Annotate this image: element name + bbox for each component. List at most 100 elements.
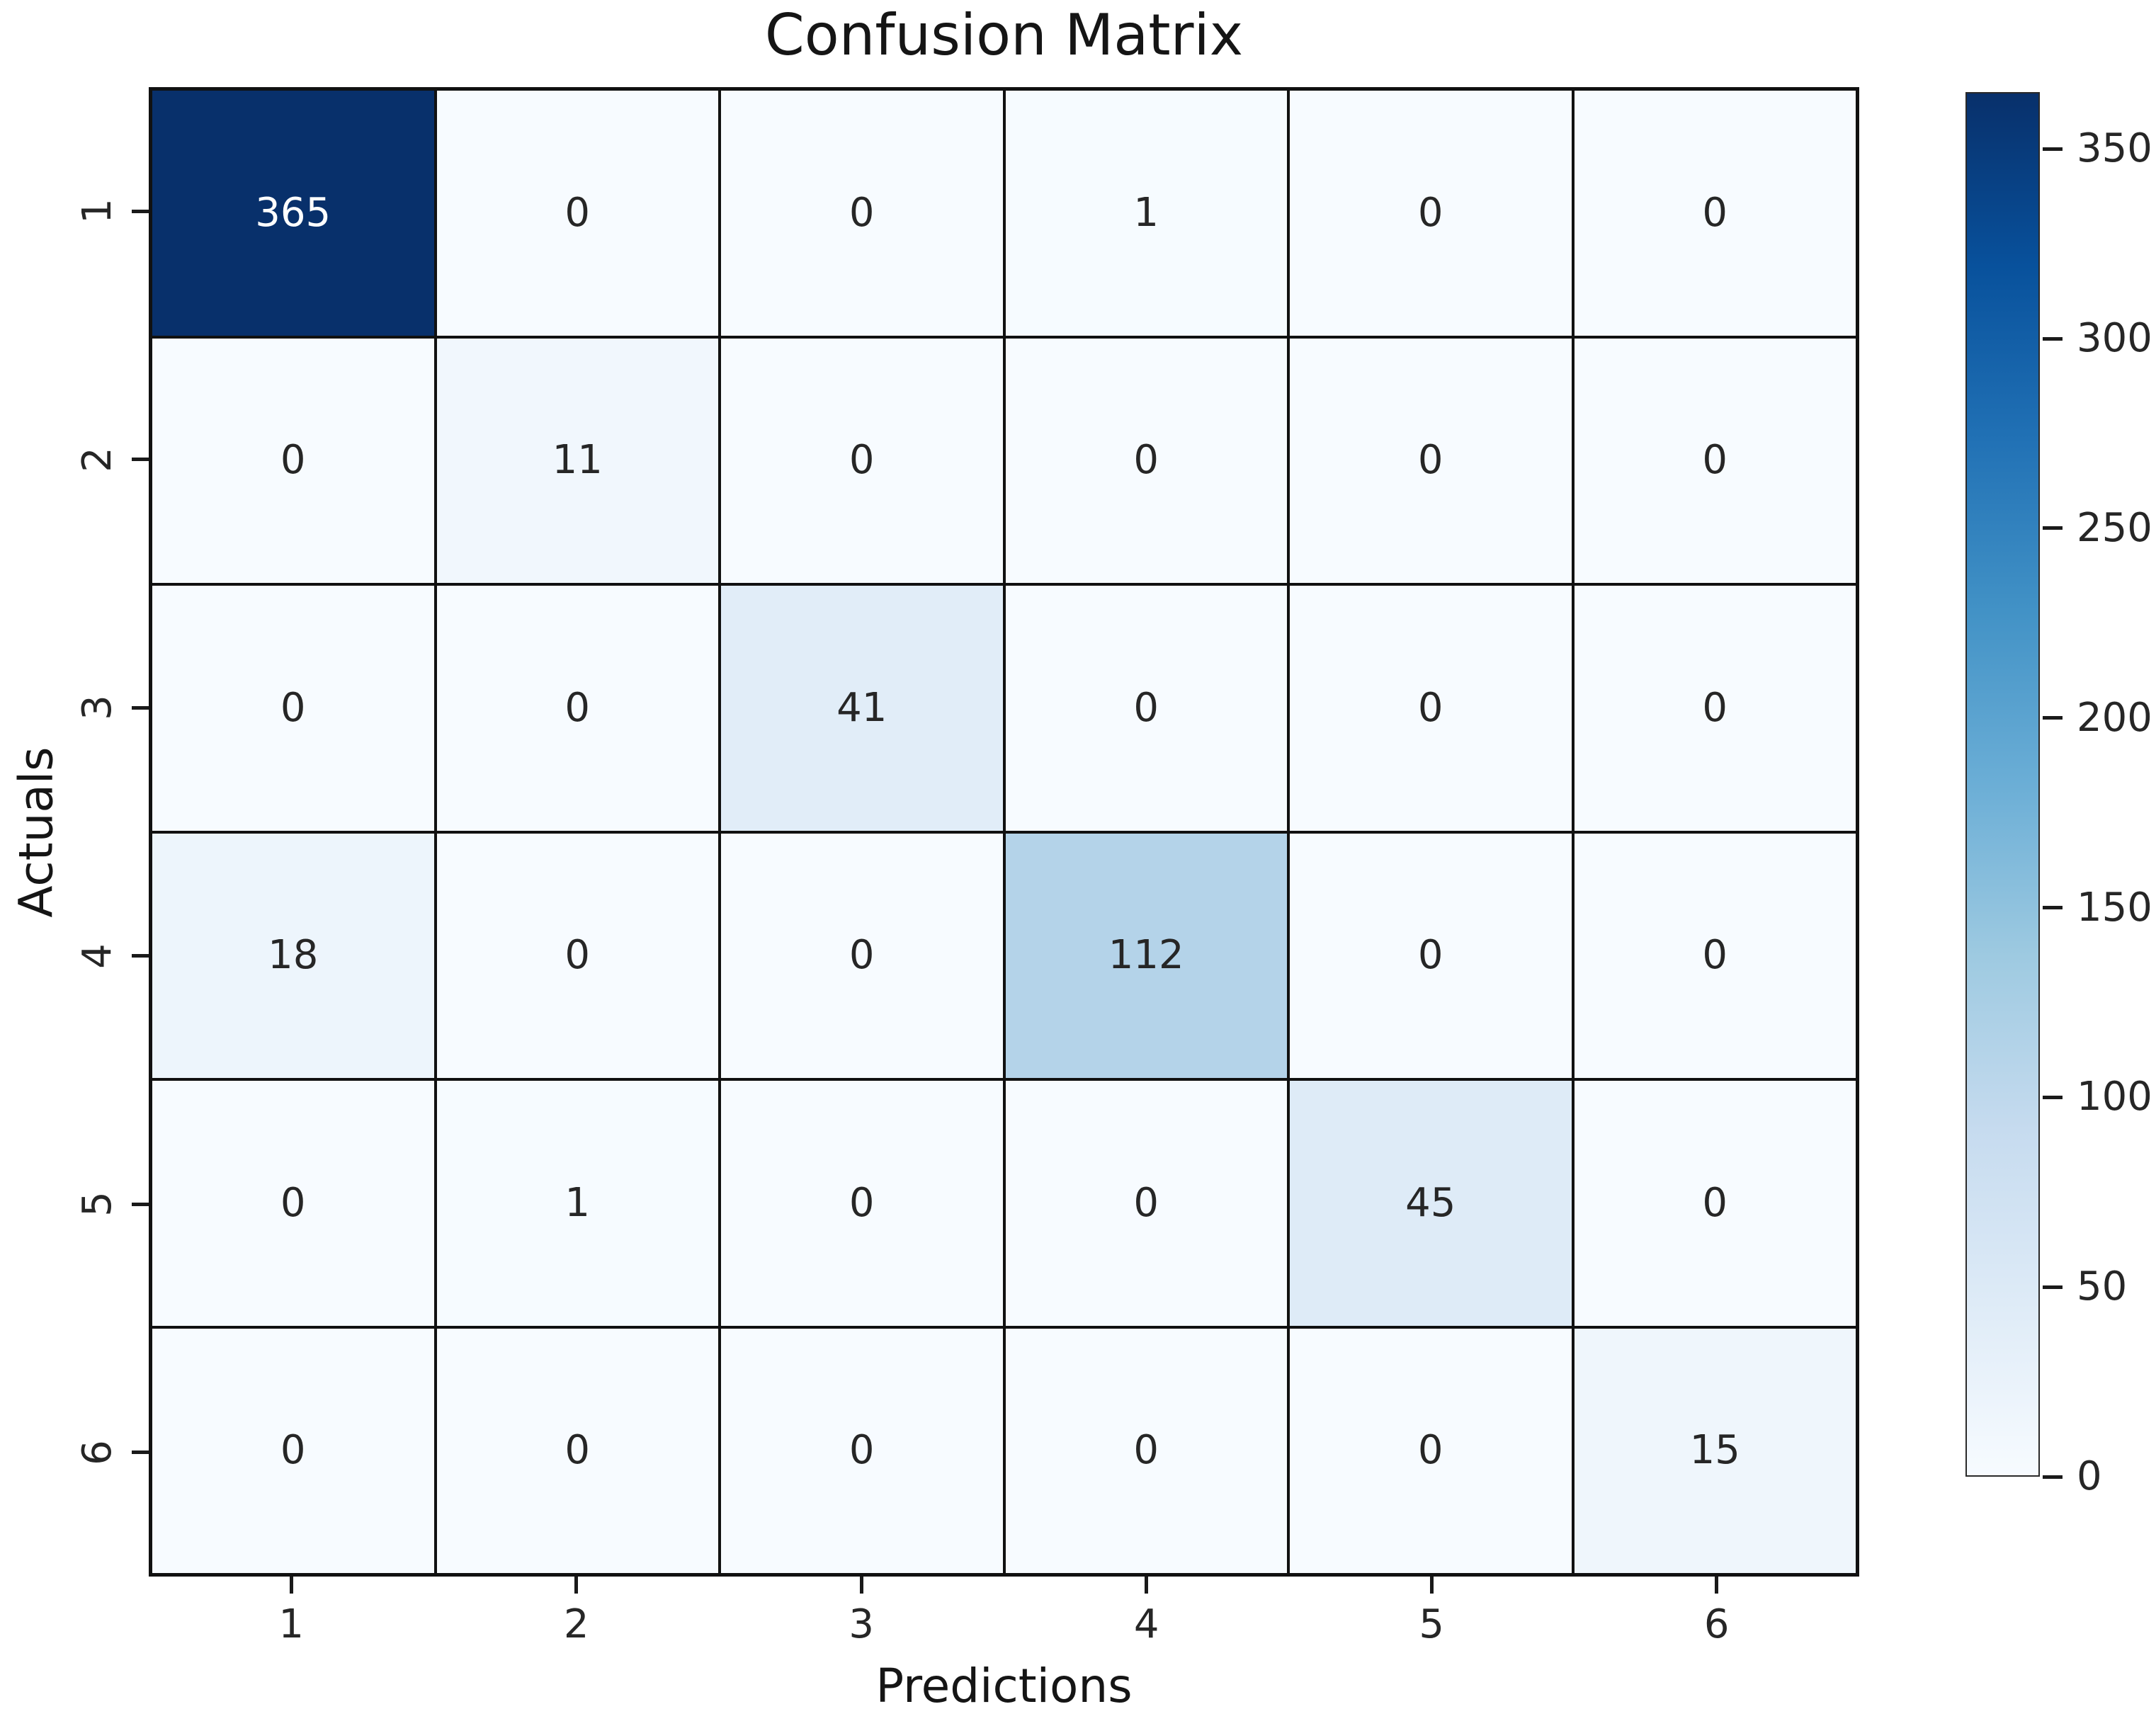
matrix-cell: 0 [1290,833,1572,1078]
axis-tick-slot [1575,1577,1860,1596]
matrix-cell: 0 [1574,338,1856,583]
y-axis-tick-mark [132,1202,149,1206]
matrix-cell: 0 [436,91,718,336]
matrix-cell: 0 [1290,1328,1572,1573]
axis-tick-slot: 3 [71,584,125,832]
cell-value: 0 [564,684,591,731]
colorbar-tick-marks [2043,92,2064,1479]
cell-value: 0 [564,932,591,979]
cell-value: 11 [552,437,603,484]
colorbar-tick-mark [2043,1285,2063,1289]
cell-value: 0 [1417,437,1443,484]
cell-value: 18 [268,932,319,979]
matrix-cell: 0 [721,833,1003,1078]
matrix-cell: 0 [1574,833,1856,1078]
matrix-cell: 0 [1005,338,1287,583]
matrix-cell: 11 [436,338,718,583]
colorbar-gradient [1965,92,2040,1477]
matrix-cell: 0 [721,338,1003,583]
matrix-cell: 0 [436,586,718,831]
matrix-cell: 0 [1290,586,1572,831]
axis-tick-slot: 5 [71,1080,125,1329]
x-axis-tick-mark [1429,1577,1434,1594]
cell-value: 0 [849,189,875,236]
axis-tick-slot [149,1577,434,1596]
y-axis-tick-mark [132,705,149,710]
cell-value: 0 [280,1427,306,1474]
y-axis-tick-mark [132,1450,149,1455]
matrix-cell: 0 [1574,1081,1856,1326]
cell-value: 0 [849,932,875,979]
matrix-cell: 0 [152,586,434,831]
axis-tick-slot [434,1577,720,1596]
y-axis-tick-labels: 1 2 3 4 5 6 [71,87,125,1577]
colorbar-tick-mark [2043,336,2063,341]
colorbar-tick-label: 0 [2077,1453,2102,1499]
cell-value: 0 [1417,1427,1443,1474]
axis-tick-slot [1004,1577,1290,1596]
axis-tick-slot: 6 [1575,1605,1860,1654]
x-axis-tick-label: 6 [1703,1601,1730,1647]
y-axis-tick-label: 3 [74,695,120,721]
cell-value: 0 [1702,437,1728,484]
matrix-cell: 0 [1290,338,1572,583]
cell-value: 15 [1689,1427,1740,1474]
axis-tick-slot: 6 [71,1329,125,1577]
matrix-cell: 112 [1005,833,1287,1078]
matrix-cell: 18 [152,833,434,1078]
axis-tick-slot [129,832,149,1081]
matrix-cell: 41 [721,586,1003,831]
colorbar-tick-label: 350 [2077,125,2152,172]
matrix-cell: 0 [721,1081,1003,1326]
matrix-cell: 1 [436,1081,718,1326]
cell-value: 0 [1417,189,1443,236]
axis-tick-slot: 1 [149,1605,434,1654]
matrix-cell: 0 [436,833,718,1078]
axis-tick-slot: 2 [434,1605,720,1654]
axis-tick-slot [129,87,149,336]
cell-value: 41 [836,684,887,731]
axis-tick-slot [129,336,149,584]
y-axis-label-container: Actuals [0,87,74,1577]
x-axis-tick-label: 3 [849,1601,875,1647]
cell-value: 0 [1133,1179,1159,1226]
x-axis-tick-label: 2 [563,1601,589,1647]
axis-tick-slot [129,1080,149,1329]
cell-value: 0 [1702,189,1728,236]
x-axis-tick-mark [1145,1577,1149,1594]
colorbar-tick-label: 250 [2077,504,2152,551]
y-axis-tick-mark [132,209,149,213]
matrix-cell: 0 [721,1328,1003,1573]
cell-value: 0 [1417,932,1443,979]
y-axis-tick-label: 2 [74,446,120,472]
colorbar-tick-label: 300 [2077,315,2152,362]
y-axis-tick-label: 6 [74,1439,120,1465]
axis-tick-slot: 2 [71,336,125,584]
y-axis-tick-label: 1 [74,198,120,225]
axis-tick-slot: 1 [71,87,125,336]
matrix-cell: 15 [1574,1328,1856,1573]
x-axis-tick-label: 5 [1419,1601,1445,1647]
cell-value: 0 [564,189,591,236]
y-axis-tick-mark [132,954,149,958]
colorbar-tick-mark [2043,906,2063,910]
y-axis-tick-label: 5 [74,1191,120,1217]
cell-value: 112 [1108,932,1184,979]
cell-value: 0 [849,437,875,484]
x-axis-tick-mark [574,1577,579,1594]
matrix-cell: 0 [152,1328,434,1573]
colorbar-tick-mark [2043,1475,2063,1479]
colorbar-tick-mark [2043,526,2063,530]
axis-tick-slot [1289,1577,1575,1596]
axis-tick-slot [129,584,149,832]
x-axis-tick-mark [859,1577,863,1594]
colorbar-tick-label: 100 [2077,1074,2152,1120]
cell-value: 45 [1405,1179,1456,1226]
axis-tick-slot [719,1577,1004,1596]
x-axis-tick-label: 4 [1133,1601,1159,1647]
axis-tick-slot: 4 [71,832,125,1081]
cell-value: 0 [1133,1427,1159,1474]
matrix-cell: 1 [1005,91,1287,336]
